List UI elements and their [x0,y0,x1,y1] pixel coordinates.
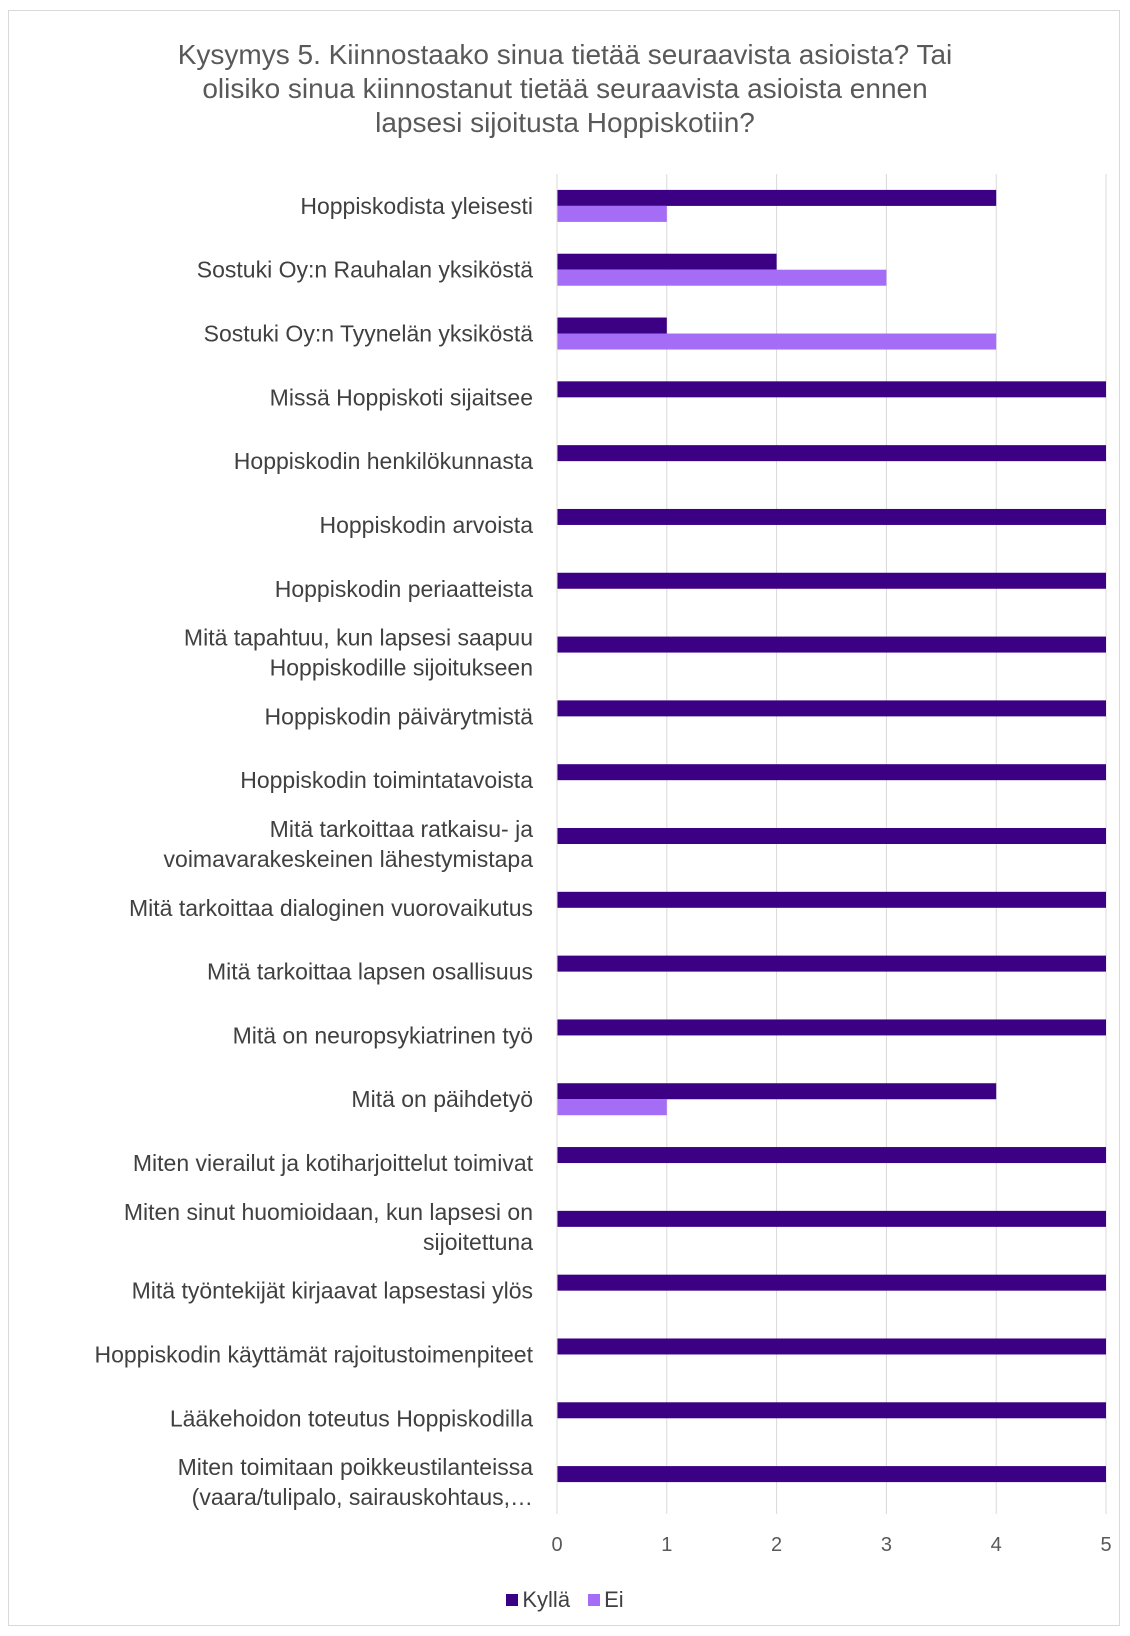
bar-kylla [557,253,777,270]
category-label: Missä Hoppiskoti sijaitsee [270,384,533,410]
bar-kylla [557,572,1106,589]
x-tick-label: 3 [881,1534,892,1556]
legend: Kyllä Ei [0,1587,1130,1613]
legend-label-kylla: Kyllä [522,1587,571,1612]
chart-title-line: Kysymys 5. Kiinnostaako sinua tietää seu… [177,39,953,70]
bar-kylla [557,1274,1106,1291]
category-label: Miten toimitaan poikkeustilanteissa [178,1454,534,1480]
bar-kylla [557,381,1106,398]
category-label: Hoppiskodille sijoitukseen [270,655,533,681]
legend-swatch-kylla [506,1594,519,1606]
chart-title-line: lapsesi sijoitusta Hoppiskotiin? [375,107,755,138]
category-label: Mitä on neuropsykiatrinen työ [233,1022,533,1048]
legend-item-kylla: Kyllä [506,1587,570,1613]
legend-label-ei: Ei [604,1587,624,1612]
x-tick-label: 5 [1100,1534,1111,1556]
bar-kylla [557,955,1106,972]
bar-kylla [557,764,1106,781]
category-label: Hoppiskodin päivärytmistä [265,703,534,729]
bar-kylla [557,1210,1106,1227]
bar-kylla [557,1083,997,1100]
bar-kylla [557,317,667,334]
category-label: Sostuki Oy:n Tyynelän yksiköstä [204,321,534,347]
x-tick-label: 2 [771,1534,782,1556]
category-label: Miten vierailut ja kotiharjoittelut toim… [133,1150,534,1176]
category-label: Miten sinut huomioidaan, kun lapsesi on [124,1199,533,1225]
bar-kylla [557,891,1106,908]
category-label: Lääkehoidon toteutus Hoppiskodilla [170,1405,533,1431]
x-tick-label: 0 [551,1534,562,1556]
bar-ei [557,205,667,222]
x-tick-label: 4 [991,1534,1002,1556]
bar-kylla [557,828,1106,844]
category-label: Hoppiskodin toimintatavoista [240,767,533,793]
bar-ei [557,269,887,286]
legend-swatch-ei [588,1594,601,1606]
category-label: Sostuki Oy:n Rauhalan yksiköstä [197,257,533,283]
chart-title: Kysymys 5. Kiinnostaako sinua tietää seu… [0,38,1130,140]
x-tick-label: 1 [661,1534,672,1556]
bar-kylla [557,189,997,206]
category-label: Mitä työntekijät kirjaavat lapsestasi yl… [132,1278,533,1304]
bar-kylla [557,700,1106,717]
bar-kylla [557,1147,1106,1164]
category-label: sijoitettuna [423,1229,533,1255]
category-label: Hoppiskodin henkilökunnasta [234,448,533,474]
category-label: voimavarakeskeinen lähestymistapa [164,846,534,872]
category-label: Hoppiskodin arvoista [319,512,533,538]
category-label: Hoppiskodista yleisesti [300,193,533,219]
bar-kylla [557,508,1106,525]
category-label: Mitä tarkoittaa dialoginen vuorovaikutus [129,895,533,921]
category-label: Mitä on päihdetyö [351,1086,533,1112]
legend-item-ei: Ei [588,1587,624,1613]
bar-kylla [557,1338,1106,1355]
category-label: (vaara/tulipalo, sairauskohtaus,… [192,1484,533,1510]
bar-kylla [557,636,1106,653]
category-label: Hoppiskodin periaatteista [275,576,533,602]
bar-kylla [557,1402,1106,1419]
category-label: Mitä tapahtuu, kun lapsesi saapuu [184,625,533,651]
bar-kylla [557,445,1106,462]
category-label: Mitä tarkoittaa lapsen osallisuus [207,959,533,985]
bar-kylla [557,1466,1106,1483]
bar-ei [557,333,997,350]
bar-kylla [557,1019,1106,1036]
category-label: Hoppiskodin käyttämät rajoitustoimenpite… [94,1341,533,1367]
category-label: Mitä tarkoittaa ratkaisu- ja [270,816,534,842]
chart-title-line: olisiko sinua kiinnostanut tietää seuraa… [202,73,928,104]
bar-ei [557,1099,667,1116]
